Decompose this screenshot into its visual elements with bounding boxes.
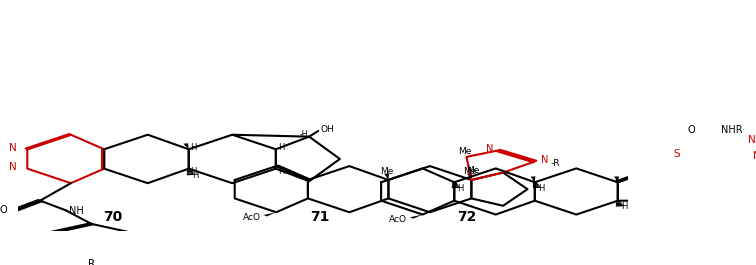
Text: 70: 70 (103, 210, 122, 224)
Polygon shape (183, 143, 189, 149)
Text: N: N (8, 143, 17, 153)
Text: Me: Me (466, 166, 480, 175)
Text: N: N (748, 135, 756, 145)
Polygon shape (614, 176, 619, 182)
Text: 71: 71 (311, 210, 330, 224)
Polygon shape (410, 215, 423, 219)
Text: Me: Me (463, 167, 476, 176)
Text: AcO: AcO (243, 213, 261, 222)
Text: S: S (674, 149, 680, 159)
Text: N: N (541, 155, 548, 165)
Polygon shape (467, 173, 472, 180)
Text: H: H (277, 143, 284, 152)
Text: H: H (277, 167, 284, 176)
Text: N: N (486, 144, 494, 154)
Text: N: N (753, 151, 756, 161)
Text: AcO: AcO (389, 215, 407, 224)
Polygon shape (531, 176, 535, 182)
Polygon shape (384, 173, 389, 180)
Text: R: R (88, 259, 95, 265)
Text: O: O (0, 205, 8, 215)
Text: H: H (191, 143, 197, 152)
Text: OH: OH (320, 125, 334, 134)
Text: H: H (457, 184, 463, 193)
Text: Me: Me (380, 167, 393, 176)
Polygon shape (264, 212, 276, 217)
Text: H: H (538, 184, 545, 193)
Text: -H: -H (299, 130, 308, 139)
Text: NH: NH (69, 206, 84, 217)
Text: -R: -R (550, 159, 559, 168)
Text: N: N (8, 162, 17, 173)
Text: Me: Me (458, 147, 471, 156)
Text: 72: 72 (457, 210, 476, 224)
Text: H: H (621, 202, 627, 211)
Text: H: H (192, 171, 199, 180)
Text: NHR: NHR (721, 125, 743, 135)
Text: H: H (191, 167, 197, 176)
Text: O: O (688, 125, 696, 135)
